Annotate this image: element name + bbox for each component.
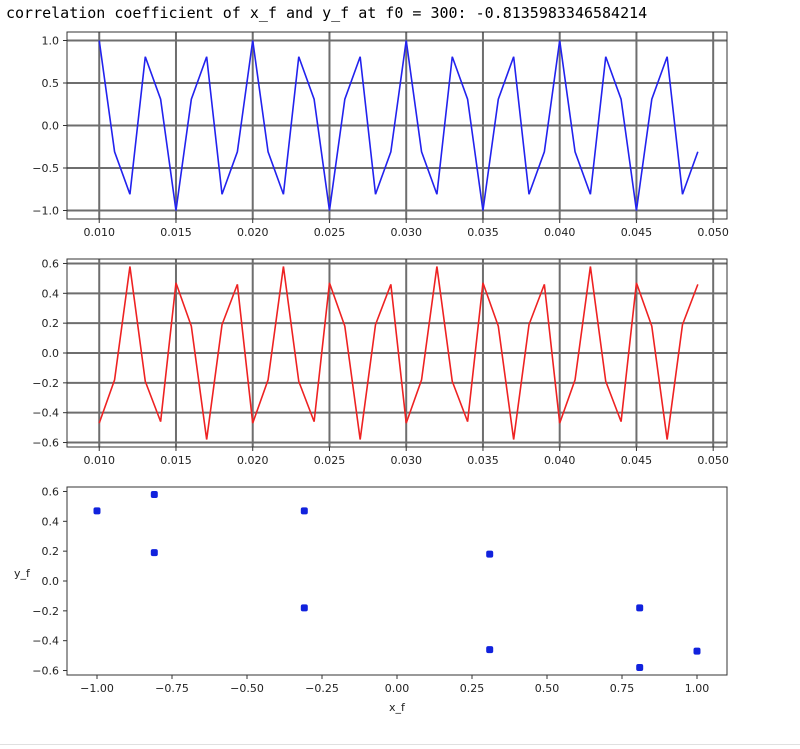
x-tick-label: 0.030 <box>390 454 422 467</box>
x-tick-label: 1.00 <box>685 682 710 695</box>
scatter-point <box>636 664 644 672</box>
x-tick-label: 0.035 <box>467 226 499 239</box>
x-tick-label: −0.25 <box>305 682 339 695</box>
x-tick-label: 0.010 <box>83 454 115 467</box>
subplot-2: 0.010 0.015 0.020 0.025 0.030 0.035 0.040 0.045… <box>32 257 729 467</box>
y-tick-label: 0.2 <box>42 545 60 558</box>
x-tick-label: 0.50 <box>535 682 560 695</box>
x-axis-label: x_f <box>389 701 406 714</box>
y-tick-label: 0.0 <box>42 120 60 133</box>
y-tick-label: 0.4 <box>42 515 60 528</box>
x-tick-label: −1.00 <box>80 682 114 695</box>
subplot-3: −1.00 −0.75 −0.50 −0.25 0.00 0.25 0.50 0.75 1.00… <box>14 485 728 714</box>
y-tick-label: −0.2 <box>32 605 59 618</box>
y-tick-label: 0.4 <box>42 287 60 300</box>
x-tick-label: 0.025 <box>314 226 346 239</box>
y-tick-label: 1.0 <box>42 35 60 48</box>
x-tick-label: 0.040 <box>544 226 576 239</box>
x-tick-label: 0.030 <box>390 226 422 239</box>
correlation-output-text: correlation coefficient of x_f and y_f a… <box>6 4 648 22</box>
y-tick-label: −0.2 <box>32 377 59 390</box>
y-tick-label: −0.5 <box>32 162 59 175</box>
y-tick-label: −0.4 <box>32 635 59 648</box>
x-tick-label: 0.045 <box>621 226 653 239</box>
x-tick-label: 0.050 <box>697 226 729 239</box>
y-tick-label: −0.4 <box>32 407 59 420</box>
subplot-1: 0.010 0.015 0.020 0.025 0.030 0.035 0.040 0.045… <box>32 31 729 239</box>
x-tick-label: −0.50 <box>230 682 264 695</box>
x-tick-label: 0.015 <box>160 226 192 239</box>
y-tick-label: 0.6 <box>42 485 60 498</box>
scatter-point <box>150 549 158 557</box>
scatter-point <box>150 490 158 498</box>
x-tick-label: 0.010 <box>83 226 115 239</box>
x-tick-label: 0.00 <box>385 682 410 695</box>
y-tick-label: 0.0 <box>42 575 60 588</box>
scatter-point <box>93 507 101 515</box>
y-tick-label: −1.0 <box>32 205 59 218</box>
x-tick-label: 0.035 <box>467 454 499 467</box>
y-tick-label: 0.2 <box>42 317 60 330</box>
cell-divider <box>0 744 800 745</box>
x-tick-label: 0.025 <box>314 454 346 467</box>
x-tick-label: 0.75 <box>610 682 635 695</box>
x-tick-label: −0.75 <box>155 682 189 695</box>
x-tick-label: 0.020 <box>237 226 269 239</box>
series-line-1 <box>98 266 699 440</box>
series-line-1 <box>98 40 699 211</box>
x-tick-label: 0.020 <box>237 454 269 467</box>
y-tick-label: −0.6 <box>32 437 59 450</box>
y-tick-label: 0.0 <box>42 347 60 360</box>
x-tick-label: 0.015 <box>160 454 192 467</box>
scatter-point <box>300 604 308 612</box>
x-tick-label: 0.040 <box>544 454 576 467</box>
scatter-point <box>486 646 494 654</box>
scatter-point <box>486 550 494 558</box>
scatter-point <box>300 507 308 515</box>
y-tick-label: −0.6 <box>32 665 59 678</box>
x-tick-label: 0.050 <box>697 454 729 467</box>
x-tick-label: 0.045 <box>621 454 653 467</box>
scatter-point <box>693 647 701 655</box>
y-tick-label: 0.6 <box>42 257 60 270</box>
axes-frame <box>66 486 728 676</box>
y-tick-label: 0.5 <box>42 77 60 90</box>
y-axis-label: y_f <box>14 567 31 580</box>
x-tick-label: 0.25 <box>460 682 485 695</box>
scatter-point <box>636 604 644 612</box>
